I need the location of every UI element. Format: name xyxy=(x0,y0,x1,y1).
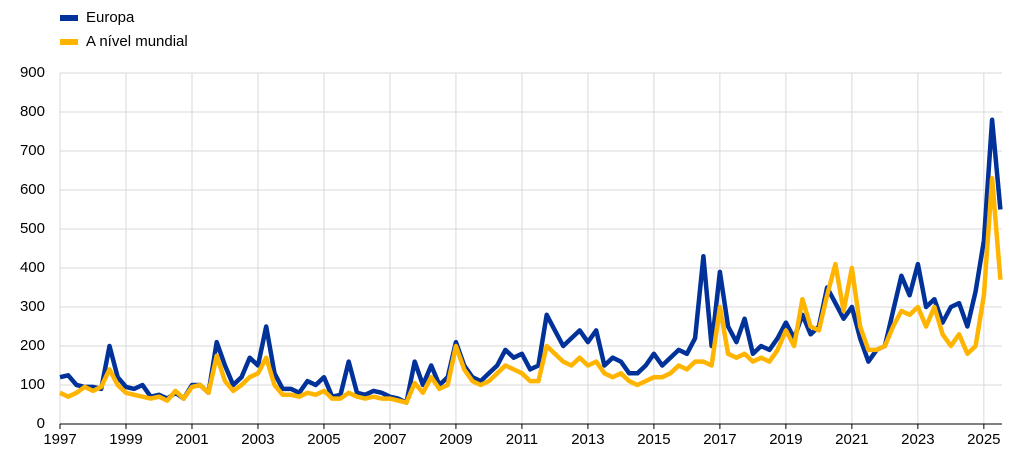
x-tick-label: 2015 xyxy=(637,431,670,448)
line-series xyxy=(59,176,1003,405)
x-tick-label: 2011 xyxy=(506,431,538,448)
x-tick-label: 2001 xyxy=(175,431,208,448)
y-tick-label: 700 xyxy=(20,142,45,159)
legend-swatch xyxy=(60,15,78,21)
line-series xyxy=(59,117,1003,405)
y-tick-label: 400 xyxy=(20,259,45,276)
x-tick-label: 2021 xyxy=(835,431,868,448)
y-tick-label: 300 xyxy=(20,298,45,315)
legend-swatch xyxy=(60,39,78,45)
x-tick-label: 1997 xyxy=(43,431,76,448)
y-tick-label: 500 xyxy=(20,220,45,237)
y-tick-label: 100 xyxy=(20,376,45,393)
x-tick-label: 2005 xyxy=(307,431,340,448)
legend-label: A nível mundial xyxy=(86,33,188,50)
x-tick-label: 2017 xyxy=(703,431,736,448)
x-tick-label: 2009 xyxy=(439,431,472,448)
y-tick-label: 600 xyxy=(20,181,45,198)
x-tick-label: 2019 xyxy=(769,431,802,448)
x-tick-label: 2023 xyxy=(901,431,934,448)
y-tick-label: 200 xyxy=(20,337,45,354)
x-tick-label: 2013 xyxy=(571,431,604,448)
x-tick-label: 2003 xyxy=(241,431,274,448)
y-tick-label: 900 xyxy=(20,64,45,81)
y-tick-label: 0 xyxy=(37,415,45,432)
y-tick-label: 800 xyxy=(20,103,45,120)
x-tick-label: 1999 xyxy=(109,431,142,448)
legend-label: Europa xyxy=(86,9,135,26)
x-tick-label: 2007 xyxy=(373,431,406,448)
x-tick-label: 2025 xyxy=(967,431,1000,448)
